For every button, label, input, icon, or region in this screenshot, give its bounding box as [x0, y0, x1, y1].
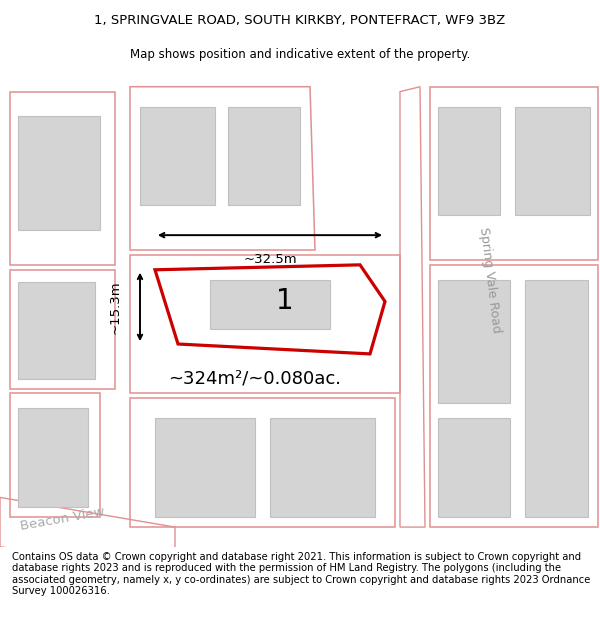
Text: ~324m²/~0.080ac.: ~324m²/~0.080ac. — [169, 369, 341, 388]
Polygon shape — [210, 280, 330, 329]
Polygon shape — [140, 106, 215, 206]
Polygon shape — [438, 106, 500, 216]
Polygon shape — [228, 106, 300, 206]
Polygon shape — [525, 280, 588, 518]
Text: ~32.5m: ~32.5m — [243, 253, 297, 266]
Polygon shape — [270, 418, 375, 518]
Text: 1, SPRINGVALE ROAD, SOUTH KIRKBY, PONTEFRACT, WF9 3BZ: 1, SPRINGVALE ROAD, SOUTH KIRKBY, PONTEF… — [94, 14, 506, 27]
Polygon shape — [438, 418, 510, 518]
Polygon shape — [438, 280, 510, 403]
Text: ~15.3m: ~15.3m — [109, 280, 122, 334]
Text: 1: 1 — [276, 288, 294, 316]
Polygon shape — [18, 282, 95, 379]
Polygon shape — [18, 408, 88, 508]
Text: Contains OS data © Crown copyright and database right 2021. This information is : Contains OS data © Crown copyright and d… — [12, 551, 590, 596]
Polygon shape — [515, 106, 590, 216]
Text: Map shows position and indicative extent of the property.: Map shows position and indicative extent… — [130, 48, 470, 61]
Polygon shape — [155, 418, 255, 518]
Text: Spring Vale Road: Spring Vale Road — [477, 226, 503, 333]
Text: Beacon View: Beacon View — [19, 506, 105, 533]
Polygon shape — [18, 116, 100, 230]
